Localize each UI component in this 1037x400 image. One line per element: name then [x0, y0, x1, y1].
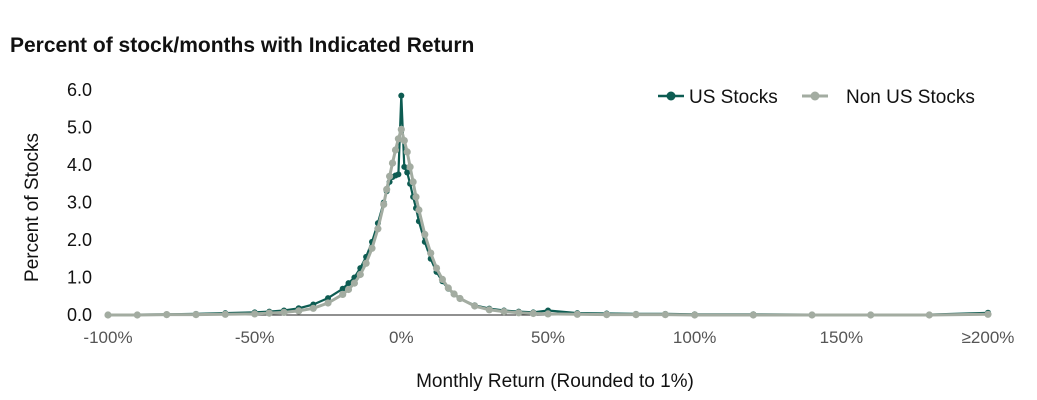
data-point-non-us-stocks: [251, 310, 259, 318]
data-point-non-us-stocks: [339, 290, 347, 298]
data-point-non-us-stocks: [409, 178, 417, 186]
data-point-non-us-stocks: [374, 225, 382, 233]
data-point-non-us-stocks: [456, 294, 464, 303]
y-tick-label: 3.0: [67, 193, 92, 213]
data-point-non-us-stocks: [309, 304, 317, 312]
data-point-non-us-stocks: [133, 311, 141, 319]
data-point-us-stocks: [398, 92, 405, 99]
data-point-non-us-stocks: [221, 310, 229, 318]
data-point-non-us-stocks: [383, 185, 391, 193]
data-point-non-us-stocks: [380, 200, 388, 208]
data-point-non-us-stocks: [867, 311, 875, 319]
data-point-non-us-stocks: [397, 125, 405, 133]
x-tick-label: 50%: [531, 328, 565, 347]
x-tick-label: ≥200%: [962, 328, 1015, 347]
data-point-us-stocks: [325, 295, 331, 302]
data-point-non-us-stocks: [391, 146, 400, 154]
data-point-non-us-stocks: [350, 279, 358, 287]
legend-non-us-stocks-marker: [810, 91, 820, 101]
y-tick-label: 6.0: [67, 80, 92, 100]
data-point-non-us-stocks: [808, 311, 816, 319]
series-line-non-us-stocks: [108, 127, 989, 317]
data-point-non-us-stocks: [295, 307, 303, 315]
x-axis: -100% -50% 0% 50% 100% 150% ≥200%: [83, 328, 1014, 347]
data-point-non-us-stocks: [427, 249, 435, 257]
data-point-non-us-stocks: [500, 308, 508, 316]
data-point-non-us-stocks: [438, 275, 446, 283]
data-point-non-us-stocks: [344, 285, 353, 294]
y-tick-label: 0.0: [67, 305, 92, 325]
data-point-non-us-stocks: [394, 135, 402, 143]
data-point-non-us-stocks: [984, 310, 992, 318]
data-point-non-us-stocks: [432, 264, 441, 272]
data-point-non-us-stocks: [412, 193, 420, 201]
data-point-non-us-stocks: [104, 311, 112, 319]
y-tick-label: 2.0: [67, 230, 92, 250]
x-tick-label: 150%: [820, 328, 863, 347]
data-point-non-us-stocks: [632, 311, 640, 319]
data-point-non-us-stocks: [415, 206, 423, 214]
data-point-non-us-stocks: [573, 310, 581, 318]
data-point-non-us-stocks: [324, 299, 332, 307]
data-point-non-us-stocks: [356, 270, 364, 279]
data-point-non-us-stocks: [163, 311, 171, 319]
data-point-non-us-stocks: [265, 309, 273, 317]
data-point-us-stocks: [339, 285, 346, 292]
legend-item-non-us-stocks: Non US Stocks: [802, 87, 975, 108]
legend-item-us-stocks: US Stocks: [658, 87, 778, 108]
series-us-stocks: [105, 92, 991, 318]
y-tick-label: 1.0: [67, 268, 92, 288]
data-point-non-us-stocks: [400, 137, 408, 145]
x-tick-label: 0%: [389, 328, 414, 347]
data-point-non-us-stocks: [749, 311, 757, 319]
data-point-non-us-stocks: [471, 302, 479, 310]
x-tick-label: 100%: [673, 328, 716, 347]
data-point-non-us-stocks: [192, 311, 200, 319]
series-line-us-stocks: [108, 94, 989, 316]
data-point-non-us-stocks: [529, 309, 537, 318]
data-point-non-us-stocks: [515, 309, 523, 317]
legend: US Stocks Non US Stocks: [658, 87, 975, 108]
y-axis-title: Percent of Stocks: [22, 133, 43, 282]
data-point-us-stocks: [404, 169, 411, 176]
legend-us-stocks-label: US Stocks: [689, 87, 778, 108]
data-point-non-us-stocks: [444, 284, 452, 292]
data-point-non-us-stocks: [544, 310, 552, 318]
data-point-non-us-stocks: [388, 159, 397, 167]
data-point-us-stocks: [395, 171, 402, 178]
data-point-non-us-stocks: [406, 163, 414, 171]
series-group: [104, 92, 992, 319]
data-point-non-us-stocks: [280, 308, 288, 316]
series-non-us-stocks: [104, 125, 992, 319]
data-point-non-us-stocks: [421, 230, 429, 238]
x-axis-title: Monthly Return (Rounded to 1%): [416, 371, 694, 392]
data-point-non-us-stocks: [485, 306, 493, 314]
data-point-non-us-stocks: [386, 172, 394, 180]
x-tick-label: -100%: [83, 328, 132, 347]
x-tick-label: -50%: [235, 328, 275, 347]
data-point-non-us-stocks: [368, 244, 376, 252]
data-point-us-stocks: [401, 163, 408, 170]
data-point-us-stocks: [345, 280, 352, 287]
legend-non-us-stocks-label: Non US Stocks: [846, 87, 975, 108]
y-tick-label: 5.0: [67, 118, 92, 138]
data-point-non-us-stocks: [691, 311, 699, 319]
data-point-non-us-stocks: [925, 311, 933, 319]
data-point-non-us-stocks: [603, 311, 611, 319]
chart-title: Percent of stock/months with Indicated R…: [10, 34, 475, 57]
data-point-non-us-stocks: [362, 259, 370, 267]
y-tick-label: 4.0: [67, 155, 92, 175]
data-point-non-us-stocks: [403, 148, 411, 156]
data-point-non-us-stocks: [661, 311, 669, 319]
y-axis: 0.0 1.0 2.0 3.0 4.0 5.0 6.0: [67, 80, 92, 325]
data-point-non-us-stocks: [450, 290, 458, 298]
legend-us-stocks-marker: [666, 91, 676, 101]
